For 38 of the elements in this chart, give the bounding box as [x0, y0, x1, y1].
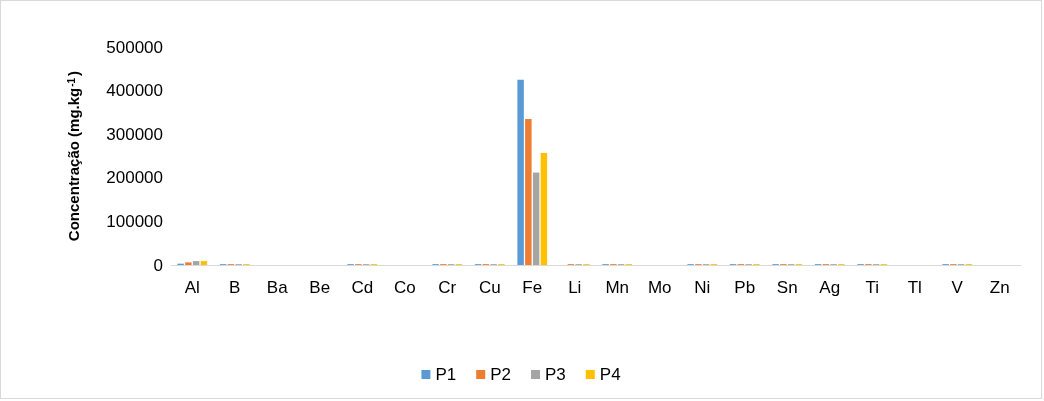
bar [532, 172, 540, 265]
x-tick-label: Ni [694, 278, 711, 297]
y-tick-label: 0 [153, 255, 163, 275]
x-tick-label: Tl [907, 278, 922, 297]
x-tick-label: Be [309, 278, 331, 297]
x-tick-label: Sn [776, 278, 798, 297]
x-tick-label: Ag [819, 278, 841, 297]
bar [192, 261, 200, 265]
legend-label: P4 [599, 365, 621, 384]
legend-label: P3 [545, 365, 566, 384]
x-tick-label: Fe [522, 278, 543, 297]
x-tick-label: Al [184, 278, 200, 297]
y-tick-label: 100000 [106, 211, 163, 231]
bar [525, 118, 532, 265]
x-tick-label: Pb [734, 278, 756, 297]
y-tick-label: 200000 [106, 168, 163, 188]
x-tick-label: Zn [989, 278, 1010, 297]
x-tick-label: Mo [647, 278, 672, 297]
y-tick-label: 400000 [106, 81, 163, 101]
bar [185, 262, 192, 265]
x-tick-label: Li [568, 278, 582, 297]
x-tick-label: B [229, 278, 241, 297]
x-tick-label: Mn [605, 278, 630, 297]
y-tick-label: 500000 [106, 37, 163, 57]
y-tick-label: 300000 [106, 124, 163, 144]
y-axis-title: Concentração (mg.kg-1) [65, 70, 82, 242]
x-tick-label: Cd [351, 278, 374, 297]
x-tick-label: Ti [865, 278, 880, 297]
bar [540, 152, 548, 265]
x-tick-label: Cu [478, 278, 501, 297]
bar [517, 79, 524, 265]
legend-label: P2 [490, 365, 511, 384]
x-tick-label: Ba [266, 278, 289, 297]
legend-label: P1 [435, 365, 457, 384]
x-tick-label: Cr [438, 278, 457, 297]
bar [200, 261, 208, 265]
x-tick-label: Co [393, 278, 416, 297]
x-tick-label: V [951, 278, 964, 297]
